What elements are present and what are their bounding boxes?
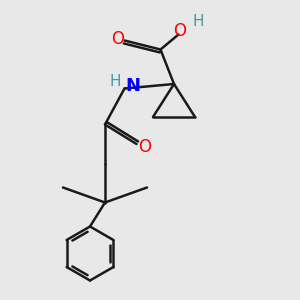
Text: O: O: [111, 30, 124, 48]
Text: H: H: [192, 14, 204, 29]
Text: H: H: [109, 74, 121, 89]
Text: O: O: [173, 22, 187, 40]
Text: N: N: [125, 77, 140, 95]
Text: O: O: [138, 138, 152, 156]
